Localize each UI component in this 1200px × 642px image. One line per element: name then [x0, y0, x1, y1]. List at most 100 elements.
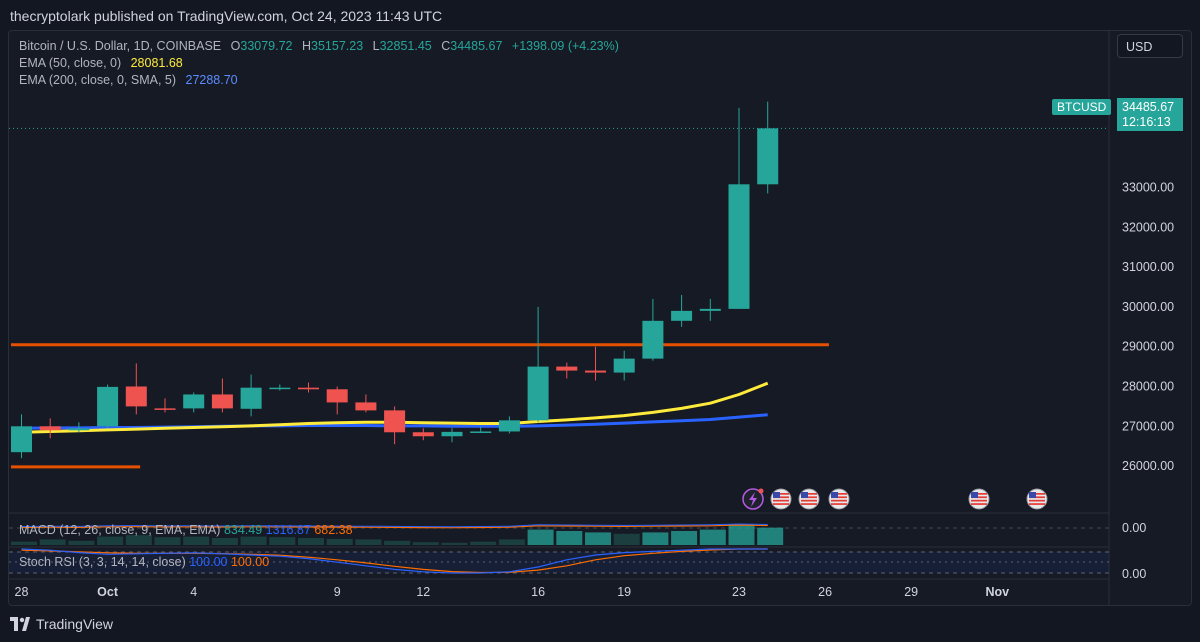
time-tick-label: 26	[818, 585, 832, 599]
stoch-d-value: 100.00	[230, 555, 270, 569]
flag-stripe	[831, 493, 847, 495]
macd-histogram-bar	[498, 539, 525, 545]
time-axis[interactable]: 28 Oct 4 9 12 16 19 23 26 29 Nov	[15, 585, 1010, 599]
macd-histogram-bar	[68, 540, 95, 545]
top-bar: thecryptolark published on TradingView.c…	[0, 0, 1200, 32]
bar-countdown: 12:16:13	[1122, 115, 1171, 129]
candle-body	[298, 387, 319, 390]
flag-stripe	[831, 499, 847, 502]
ema200-legend[interactable]: EMA (200, close, 0, SMA, 5) 27288.70	[19, 73, 244, 87]
flag-stripe	[801, 503, 817, 505]
candle-body	[728, 184, 750, 309]
high-label: H	[302, 39, 312, 53]
macd-histogram-bar	[39, 539, 66, 545]
macd-histogram-bar	[470, 541, 497, 545]
price-axis[interactable]: 26000.00 27000.00 28000.00 29000.00 30000.00…	[1122, 101, 1174, 581]
time-tick-label: 29	[904, 585, 918, 599]
stoch-band	[9, 552, 1109, 573]
candle-body	[412, 432, 434, 437]
high-value: 35157.23	[311, 39, 364, 53]
close-label: C	[441, 39, 451, 53]
tradingview-brand: TradingView	[36, 616, 114, 632]
macd-histogram-bar	[298, 538, 324, 545]
flag-stripe	[971, 499, 987, 502]
macd-histogram-bar	[240, 536, 267, 545]
stoch-rsi-legend[interactable]: Stoch RSI (3, 3, 14, 14, close) 100.00 1…	[19, 555, 269, 569]
low-value: 32851.45	[379, 39, 432, 53]
price-tick-label: 26000.00	[1122, 459, 1174, 473]
macd-histogram-bar	[671, 531, 698, 545]
currency-selector[interactable]: USD	[1117, 34, 1183, 58]
flag-stripe	[1029, 499, 1045, 502]
candle-body	[240, 387, 262, 409]
change-value: +1398.09 (+4.23%)	[511, 39, 619, 53]
flag-canton	[773, 492, 780, 498]
published-text: thecryptolark published on TradingView.c…	[10, 8, 443, 24]
symbol-legend[interactable]: Bitcoin / U.S. Dollar, 1D, COINBASE O330…	[19, 39, 625, 53]
price-tick-label: 30000.00	[1122, 300, 1174, 314]
stoch-rsi-label: Stoch RSI (3, 3, 14, 14, close)	[19, 555, 186, 569]
macd-histogram-bar	[556, 531, 583, 545]
candle-body	[556, 366, 578, 371]
macd-value: 1316.87	[265, 523, 311, 537]
event-markers[interactable]	[742, 488, 1048, 510]
price-tick-label: 33000.00	[1122, 180, 1174, 194]
candle-body	[642, 320, 664, 359]
candle-body	[68, 428, 90, 431]
flag-stripe	[971, 496, 987, 499]
us-flag-event-icon	[828, 488, 850, 510]
tradingview-logo-icon	[10, 617, 30, 631]
price-chart[interactable]: 26000.00 27000.00 28000.00 29000.00 30000.00…	[9, 31, 1191, 605]
time-tick-label: Oct	[97, 585, 119, 599]
flag-stripe	[831, 496, 847, 499]
lightning-event-icon	[742, 488, 764, 510]
flag-stripe	[971, 493, 987, 495]
macd-legend[interactable]: MACD (12, 26, close, 9, EMA, EMA) 834.49…	[19, 523, 353, 537]
time-tick-label: 23	[732, 585, 746, 599]
symbol-price-tag: BTCUSD	[1052, 99, 1112, 115]
macd-histogram-bar	[355, 539, 382, 545]
close-value: 34485.67	[450, 39, 503, 53]
macd-signal-line	[21, 524, 768, 529]
flag-stripe	[773, 503, 789, 505]
last-price: 34485.67	[1122, 100, 1175, 114]
macd-zero-label: 0.00	[1122, 521, 1146, 535]
symbol-name: Bitcoin / U.S. Dollar, 1D, COINBASE	[19, 39, 222, 53]
flag-stripe	[971, 503, 987, 505]
macd-histogram-bar	[154, 537, 181, 545]
candle-body	[125, 386, 147, 407]
tradingview-logo[interactable]: TradingView	[10, 616, 113, 632]
candle-body	[441, 431, 463, 437]
flag-stripe	[773, 496, 789, 499]
macd-histogram-bar	[125, 535, 152, 545]
chart-frame[interactable]: 26000.00 27000.00 28000.00 29000.00 30000.00…	[8, 30, 1192, 606]
open-label: O	[230, 39, 241, 53]
us-flag-event-icon	[1026, 488, 1048, 510]
candle-body	[326, 389, 348, 403]
low-label: L	[372, 39, 380, 53]
open-value: 33079.72	[240, 39, 293, 53]
macd-histogram-bar	[211, 538, 238, 545]
candle-body	[269, 387, 291, 390]
candle-body	[498, 420, 520, 432]
price-tick-label: 29000.00	[1122, 340, 1174, 354]
candle-body	[154, 408, 176, 410]
flag-canton	[971, 492, 978, 498]
time-tick-label: 4	[190, 585, 197, 599]
ema50-label: EMA (50, close, 0)	[19, 56, 122, 70]
price-tick-label: 27000.00	[1122, 419, 1174, 433]
price-tick-label: 28000.00	[1122, 379, 1174, 393]
lightning-bolt	[749, 492, 757, 507]
macd-histogram-bar	[728, 524, 755, 545]
flag-stripe	[773, 499, 789, 502]
macd-histogram-bar	[183, 536, 210, 545]
flag-stripe	[1029, 496, 1045, 499]
macd-histogram-bar	[585, 532, 611, 545]
macd-histogram-bar	[97, 536, 124, 545]
macd-histogram-bar	[757, 527, 784, 545]
ema50-legend[interactable]: EMA (50, close, 0) 28081.68	[19, 56, 189, 70]
us-flag-event-icon	[798, 488, 820, 510]
macd-label: MACD (12, 26, close, 9, EMA, EMA)	[19, 523, 221, 537]
macd-line	[21, 523, 768, 528]
flag-stripe	[1029, 503, 1045, 505]
